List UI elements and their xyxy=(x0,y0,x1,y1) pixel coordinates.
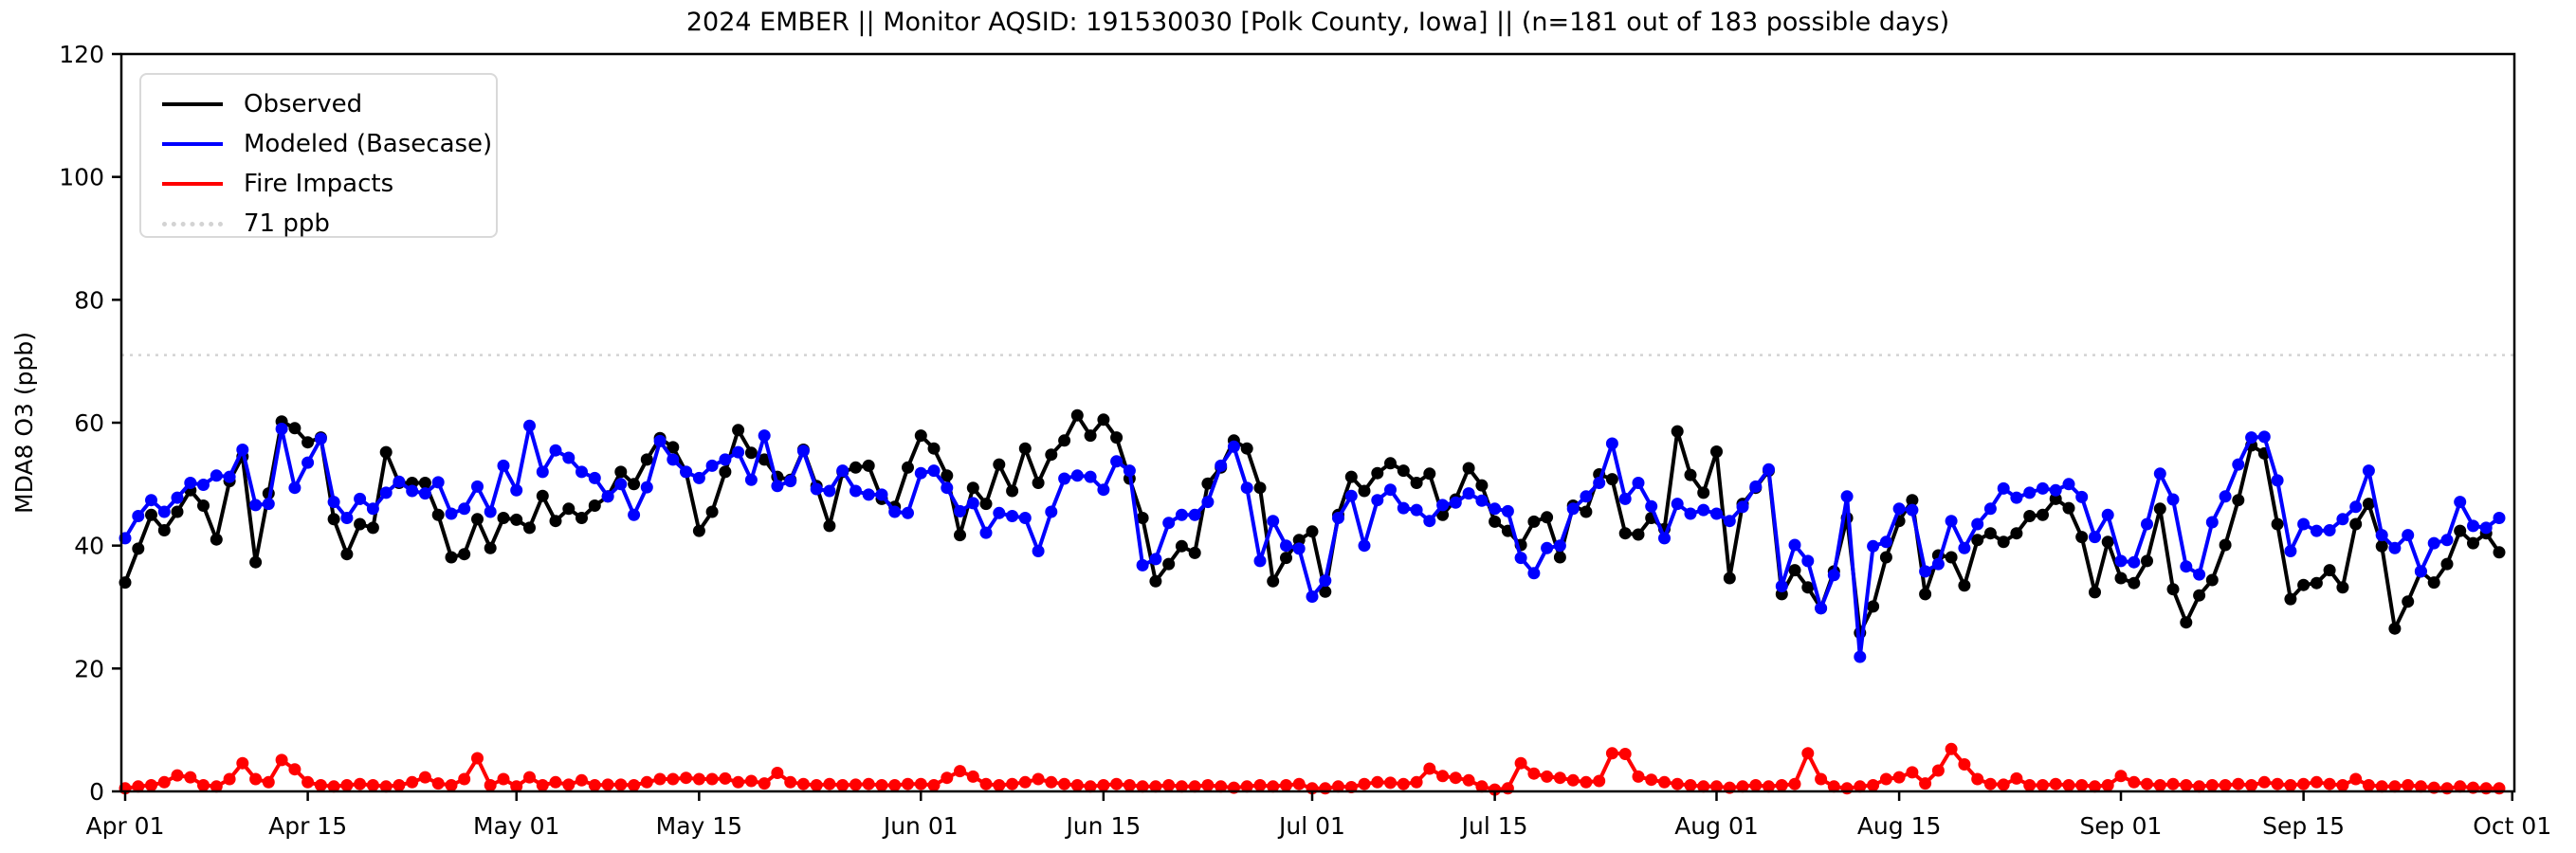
legend-item-observed: Observed xyxy=(162,84,496,124)
x-tick-label: Aug 01 xyxy=(1674,812,1759,840)
legend-label-observed: Observed xyxy=(244,90,363,118)
x-tick-label: Oct 01 xyxy=(2473,812,2551,840)
legend: Observed Modeled (Basecase) Fire Impacts… xyxy=(139,73,498,238)
y-tick-label: 0 xyxy=(89,778,104,806)
x-tick-label: Jul 15 xyxy=(1460,812,1528,840)
y-axis-title: MDA8 O3 (ppb) xyxy=(10,332,38,514)
x-tick-label: Jun 15 xyxy=(1064,812,1141,840)
fire-line-icon xyxy=(162,182,223,186)
legend-label-modeled: Modeled (Basecase) xyxy=(244,130,493,158)
legend-label-fire: Fire Impacts xyxy=(244,170,394,198)
y-tick-label: 120 xyxy=(59,41,104,68)
modeled-line-icon xyxy=(162,142,223,146)
y-tick-label: 80 xyxy=(74,286,104,314)
series-modeled-basecase- xyxy=(119,419,2506,663)
x-tick-label: Apr 01 xyxy=(85,812,164,840)
y-tick-label: 100 xyxy=(59,164,104,191)
legend-item-fire: Fire Impacts xyxy=(162,164,496,204)
x-tick-label: May 15 xyxy=(656,812,742,840)
threshold-line-icon xyxy=(162,221,223,227)
chart-title: 2024 EMBER || Monitor AQSID: 191530030 [… xyxy=(685,8,1950,37)
legend-item-modeled: Modeled (Basecase) xyxy=(162,124,496,164)
x-tick-label: Jun 01 xyxy=(882,812,959,840)
legend-item-threshold: 71 ppb xyxy=(162,204,496,244)
x-tick-label: Jul 01 xyxy=(1277,812,1345,840)
x-tick-label: Apr 15 xyxy=(268,812,347,840)
y-axis: 0 20 40 60 80 100 120 MDA8 O3 (ppb) xyxy=(10,41,121,806)
x-tick-label: May 01 xyxy=(473,812,559,840)
y-tick-label: 60 xyxy=(74,409,104,437)
y-tick-label: 20 xyxy=(74,655,104,682)
x-tick-label: Aug 15 xyxy=(1857,812,1942,840)
observed-line-icon xyxy=(162,102,223,106)
x-axis: Apr 01 Apr 15 May 01 May 15 Jun 01 Jun 15 Jul … xyxy=(85,791,2551,840)
x-tick-label: Sep 15 xyxy=(2262,812,2345,840)
x-tick-label: Sep 01 xyxy=(2080,812,2163,840)
series-fire-impacts xyxy=(119,742,2506,796)
y-tick-label: 40 xyxy=(74,533,104,560)
legend-label-threshold: 71 ppb xyxy=(244,209,330,238)
